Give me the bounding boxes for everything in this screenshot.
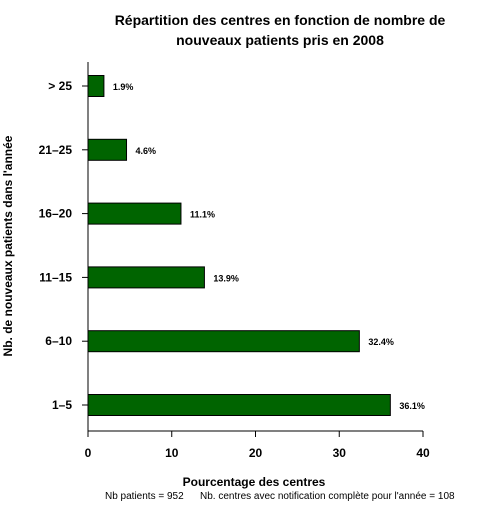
bar-value-label-1: 32.4% xyxy=(368,337,394,347)
bar-value-label-4: 4.6% xyxy=(136,146,157,156)
bar-5 xyxy=(87,75,105,97)
footer-patients-count: Nb patients = 952 xyxy=(105,491,184,502)
y-tick-label-5: > 25 xyxy=(48,79,72,93)
y-tick-label-4: 21–25 xyxy=(39,143,73,157)
y-tick-label-2: 11–15 xyxy=(39,270,72,284)
bar-3 xyxy=(87,202,182,225)
bar-1 xyxy=(87,330,360,353)
x-tick-label-2: 20 xyxy=(249,446,263,460)
bar-2 xyxy=(87,266,205,289)
y-tick-label-3: 16–20 xyxy=(39,207,73,221)
bars-group: 36.1% 32.4% 13.9% 11.1% 4.6% 1.9% xyxy=(87,75,425,416)
chart-title-line-1: Répartition des centres en fonction de n… xyxy=(115,12,446,28)
y-axis-ticks: 1–5 6–10 11–15 16–20 21–25 > 25 xyxy=(39,79,88,412)
chart-title-line-2: nouveaux patients pris en 2008 xyxy=(176,32,384,48)
x-axis-title: Pourcentage des centres xyxy=(183,475,326,489)
x-tick-label-1: 10 xyxy=(165,446,179,460)
x-tick-label-4: 40 xyxy=(416,446,430,460)
bar-4 xyxy=(87,138,128,161)
bar-value-label-5: 1.9% xyxy=(113,82,134,92)
x-tick-label-3: 30 xyxy=(333,446,347,460)
footer-centres-count: Nb. centres avec notification complète p… xyxy=(200,491,455,502)
bar-value-label-3: 11.1% xyxy=(190,210,215,220)
y-tick-label-0: 1–5 xyxy=(52,398,72,412)
bar-0 xyxy=(87,394,391,416)
bar-value-label-0: 36.1% xyxy=(399,401,425,411)
x-axis-ticks: 0 10 20 30 40 xyxy=(85,431,430,460)
x-tick-label-0: 0 xyxy=(85,446,92,460)
y-axis-title: Nb. de nouveaux patients dans l'année xyxy=(1,135,15,356)
bar-value-label-2: 13.9% xyxy=(213,273,239,283)
y-tick-label-1: 6–10 xyxy=(45,334,72,348)
